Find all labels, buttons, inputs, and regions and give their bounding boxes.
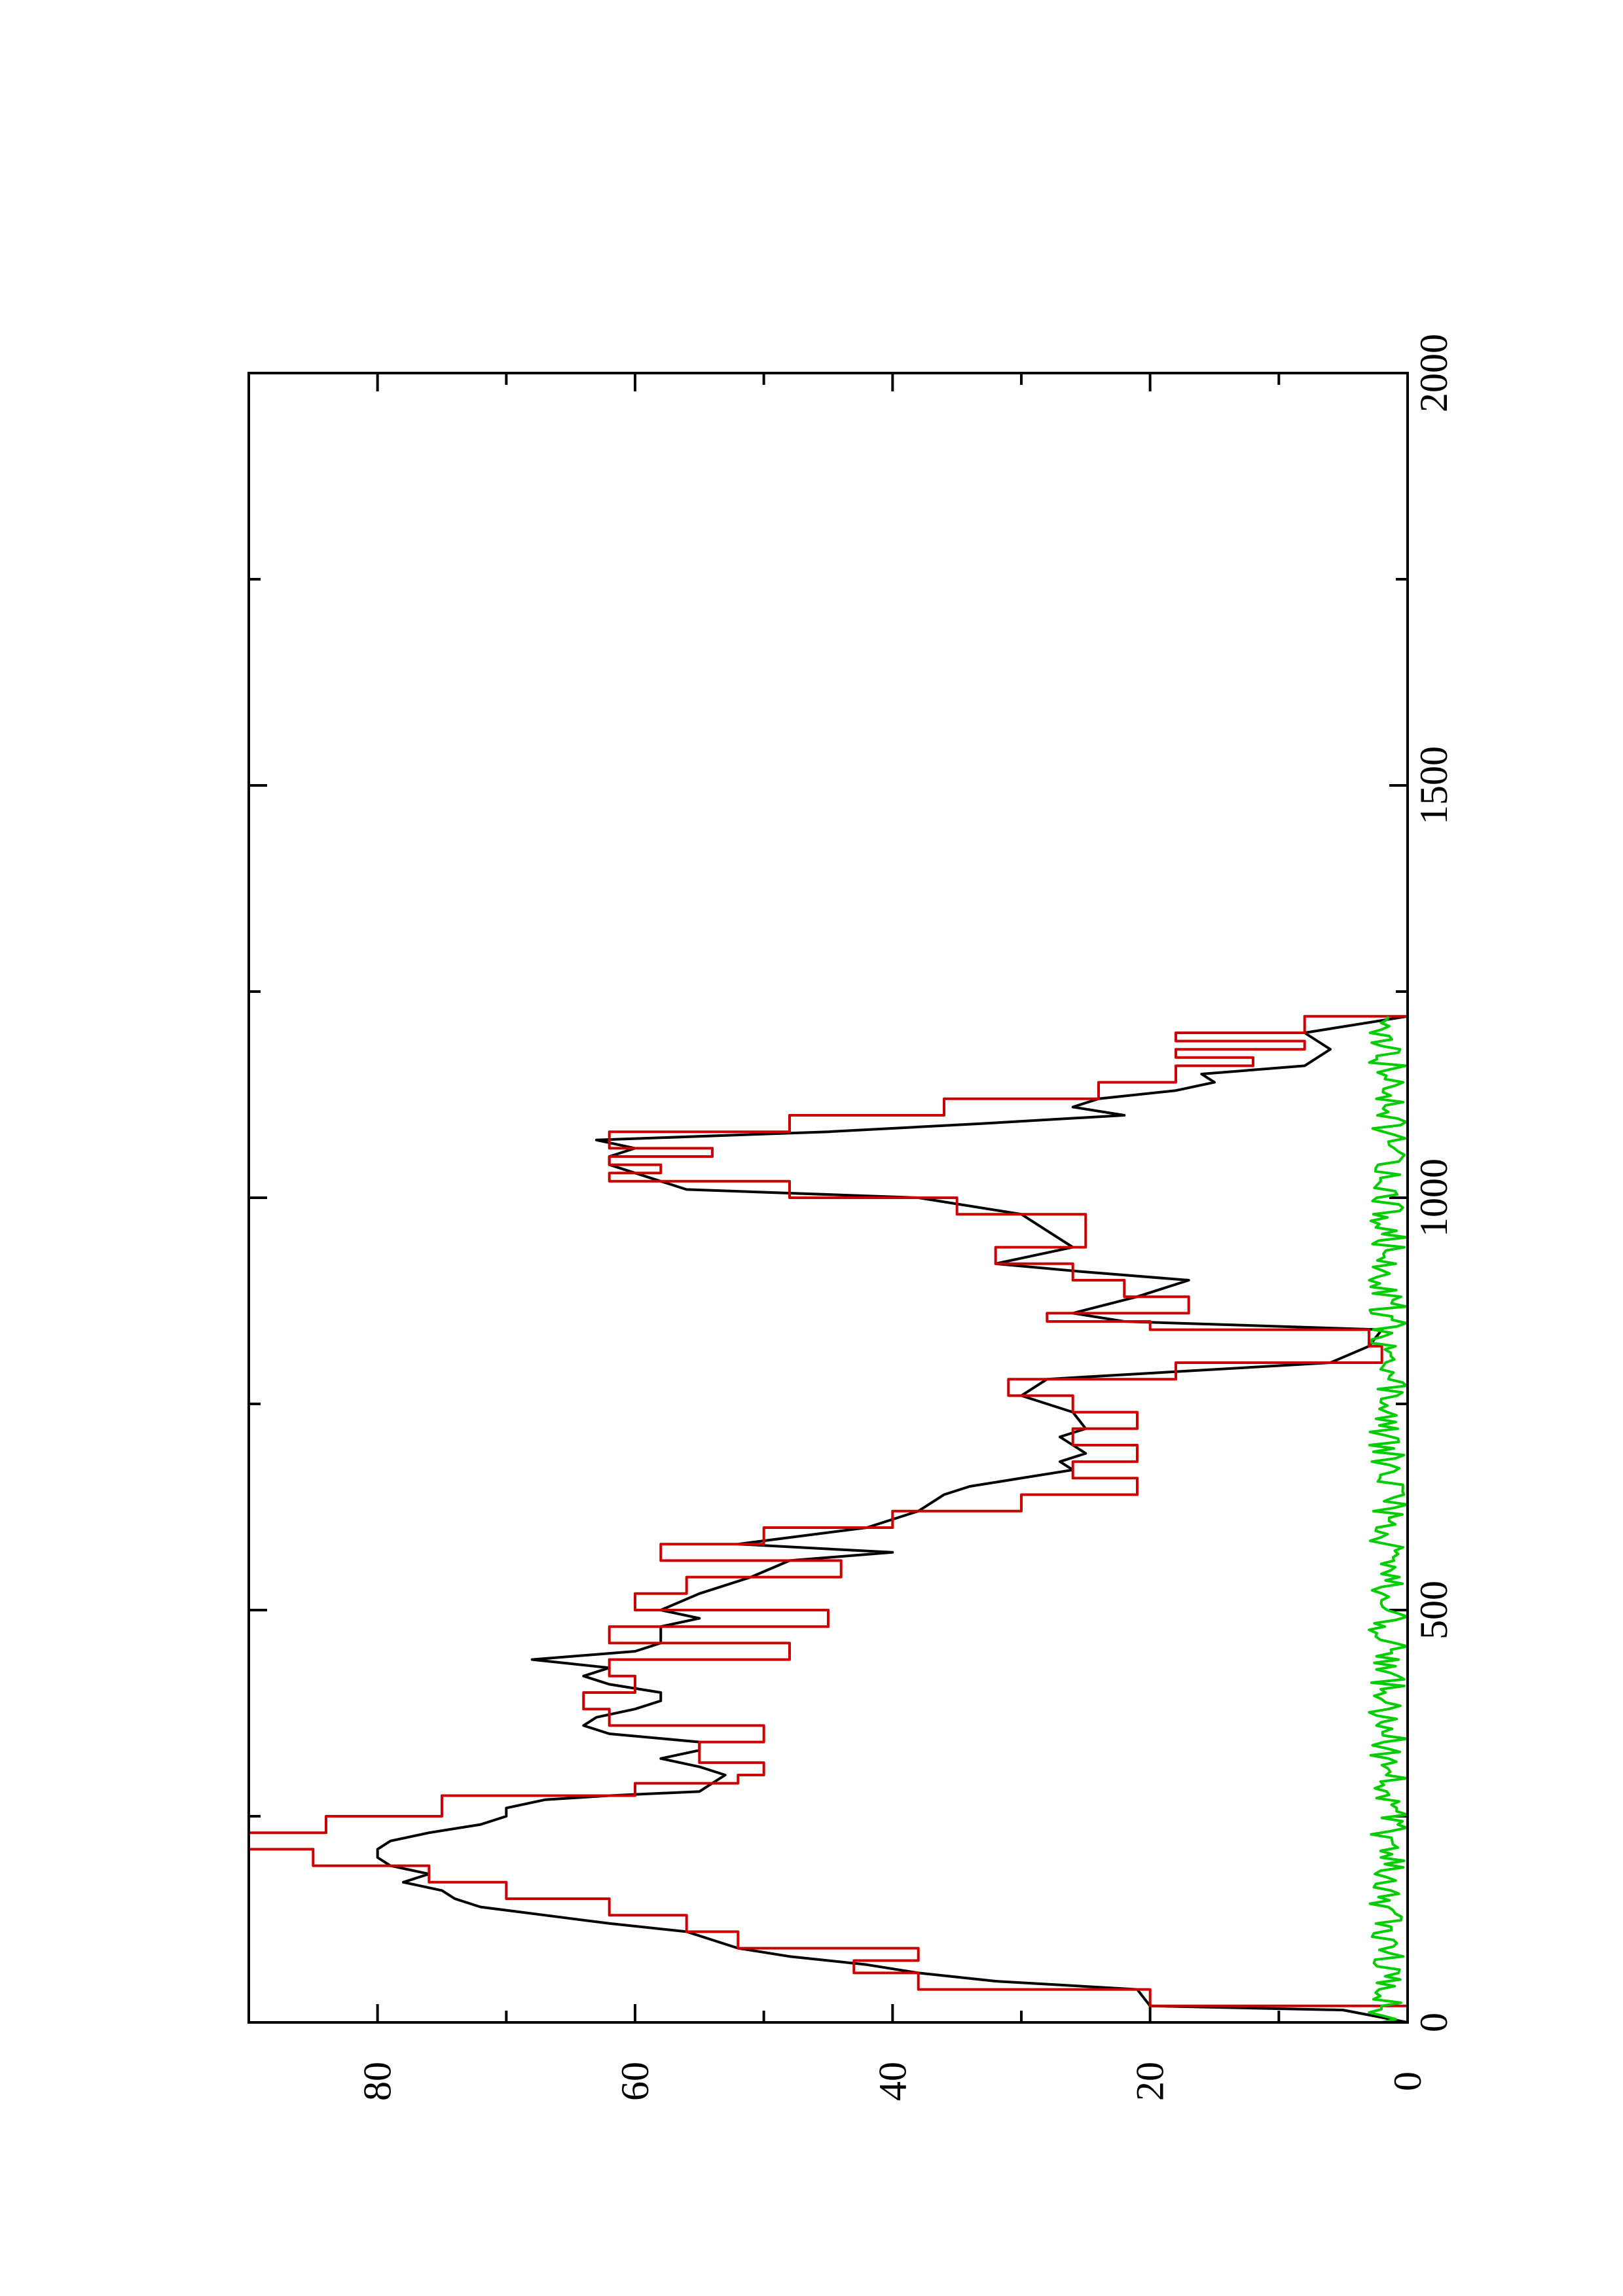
y-tick-label-60: 60: [613, 2062, 657, 2101]
x-tick-label-1000: 1000: [1412, 1158, 1455, 1237]
series-line-2: [1368, 1016, 1409, 2024]
x-tick-label-1500: 1500: [1412, 746, 1455, 825]
y-tick-label-20: 20: [1129, 2062, 1172, 2101]
x-tick-label-2000: 2000: [1412, 334, 1455, 412]
x-tick-label-0: 0: [1412, 2013, 1455, 2032]
plot-frame: [247, 372, 1409, 2024]
y-tick-label-0: 0: [1386, 2072, 1429, 2091]
x-tick-label-500: 500: [1412, 1581, 1455, 1640]
series-line-0: [376, 1014, 1408, 2024]
y-tick-label-40: 40: [871, 2062, 914, 2101]
axes: 0 500 1000 1500 2000 0 20 40 60 80: [249, 334, 1455, 2101]
series-layer: [247, 1014, 1409, 2024]
y-tick-label-80: 80: [356, 2062, 399, 2101]
